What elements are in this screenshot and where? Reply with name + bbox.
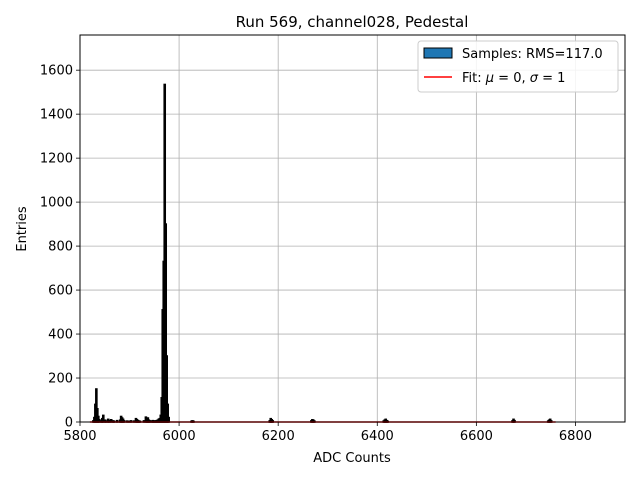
- y-tick-label: 1200: [40, 152, 73, 167]
- y-tick-label: 1400: [40, 108, 73, 123]
- y-axis-ticks: 0 200 400 600 800 1000 1200 1400 1600: [40, 64, 80, 431]
- x-tick-label: 6800: [559, 429, 592, 444]
- x-tick-label: 6400: [361, 429, 394, 444]
- legend: Samples: RMS=117.0 Fit: μ = 0, σ = 1: [417, 40, 619, 93]
- y-tick-label: 0: [65, 416, 73, 431]
- y-tick-label: 400: [48, 328, 73, 343]
- x-axis-ticks: 5800 6000 6200 6400 6600 6800: [63, 422, 592, 444]
- legend-samples-patch: [423, 47, 453, 59]
- legend-fit-sigma: σ: [530, 71, 539, 86]
- x-tick-label: 5800: [63, 429, 96, 444]
- x-axis-label: ADC Counts: [313, 451, 391, 466]
- legend-fit-mu: μ: [485, 71, 494, 86]
- chart-title: Run 569, channel028, Pedestal: [236, 13, 469, 31]
- x-tick-label: 6200: [262, 429, 295, 444]
- legend-fit-prefix: Fit:: [462, 71, 486, 86]
- legend-box: [417, 40, 619, 93]
- y-tick-label: 200: [48, 372, 73, 387]
- plot-frame: [79, 34, 626, 423]
- x-tick-label: 6000: [163, 429, 196, 444]
- legend-samples-label: Samples: RMS=117.0: [462, 47, 603, 62]
- y-tick-label: 800: [48, 240, 73, 255]
- y-tick-label: 1600: [40, 64, 73, 79]
- y-tick-label: 1000: [40, 196, 73, 211]
- x-tick-label: 6600: [460, 429, 493, 444]
- legend-fit-mu-value: = 0,: [494, 71, 530, 86]
- y-tick-label: 600: [48, 284, 73, 299]
- legend-fit-label: Fit: μ = 0, σ = 1: [462, 71, 565, 86]
- histogram-bar: [101, 414, 105, 423]
- y-axis-label: Entries: [15, 206, 30, 252]
- legend-fit-sigma-value: = 1: [538, 71, 565, 86]
- grid-lines: [79, 35, 625, 423]
